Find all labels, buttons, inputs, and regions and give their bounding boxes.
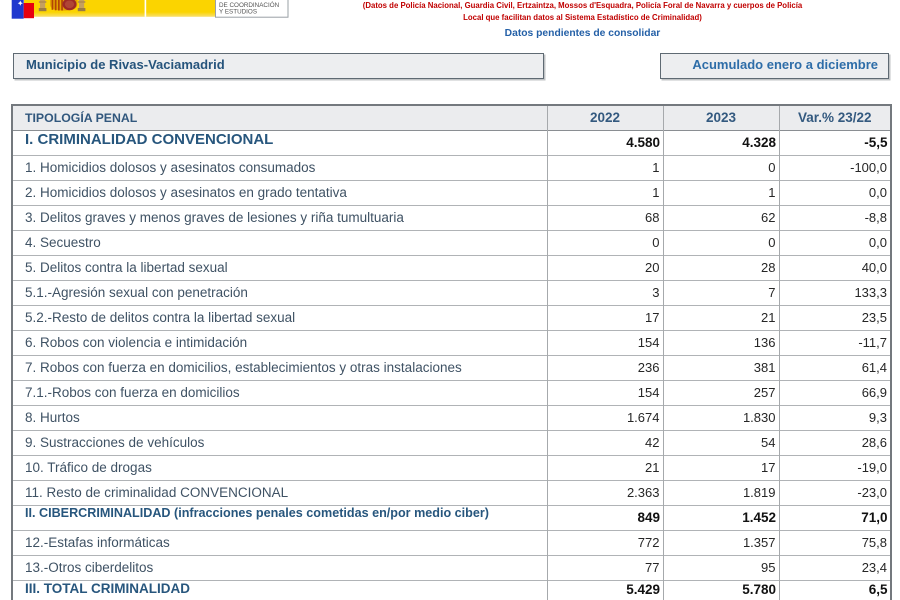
svg-text:Y ESTUDIOS: Y ESTUDIOS xyxy=(219,9,257,16)
svg-text:DE COORDINACIÓN: DE COORDINACIÓN xyxy=(219,0,280,9)
